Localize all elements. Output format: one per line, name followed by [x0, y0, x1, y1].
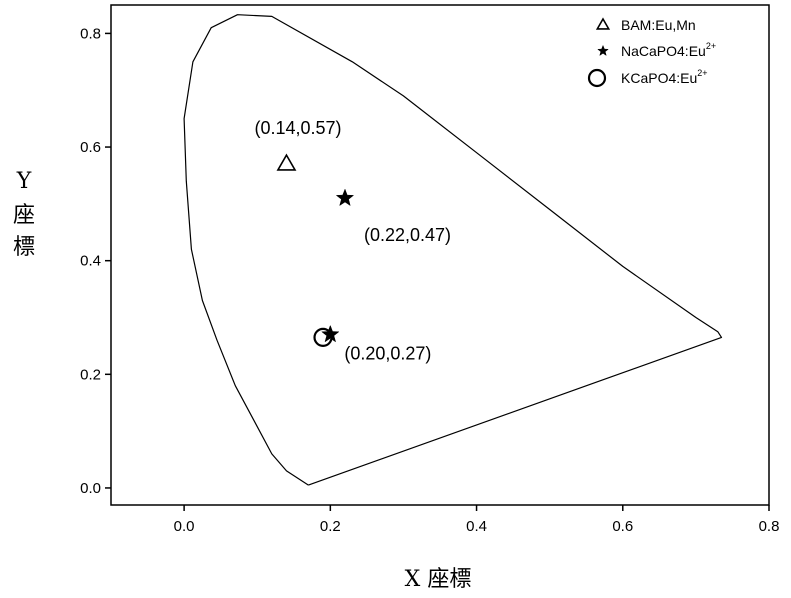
x-tick-label: 0.6 [612, 518, 633, 535]
x-tick-label: 0.4 [466, 518, 487, 535]
x-tick-label: 0.0 [174, 518, 195, 535]
data-point-star [336, 189, 353, 205]
legend-label-superscript: 2+ [706, 41, 716, 51]
y-axis-title-letter: Y [16, 169, 32, 194]
points-layer [278, 155, 354, 346]
y-tick-label: 0.4 [80, 253, 101, 270]
x-axis-title: X 座標 [405, 567, 472, 592]
legend-label-superscript: 2+ [697, 68, 707, 78]
data-annotation: (0.14,0.57) [254, 118, 341, 138]
y-tick-label: 0.0 [80, 480, 101, 497]
y-tick-label: 0.8 [80, 25, 101, 42]
legend-label-base: BAM:Eu,Mn [621, 17, 696, 33]
legend-label-base: KCaPO4:Eu [621, 70, 697, 86]
data-point-triangle [278, 155, 295, 170]
annotation-layer: (0.14,0.57) (0.22,0.47) (0.20,0.27) [254, 118, 451, 363]
x-tick-label: 0.8 [759, 518, 780, 535]
y-tick-label: 0.2 [80, 366, 101, 383]
legend-marker-star [598, 46, 608, 56]
legend-label: KCaPO4:Eu2+ [621, 68, 708, 86]
data-annotation: (0.22,0.47) [364, 225, 451, 245]
legend-marker-circle [589, 70, 605, 86]
data-annotation: (0.20,0.27) [344, 344, 431, 364]
y-axis-title-char-1: 座 [13, 203, 35, 228]
legend-label: BAM:Eu,Mn [621, 17, 696, 33]
legend-label-base: NaCaPO4:Eu [621, 43, 706, 59]
legend-marker-triangle [597, 19, 608, 29]
y-tick-label: 0.6 [80, 139, 101, 156]
legend-label: NaCaPO4:Eu2+ [621, 41, 716, 59]
y-axis-title-char-2: 標 [13, 235, 35, 260]
x-tick-label: 0.2 [320, 518, 341, 535]
